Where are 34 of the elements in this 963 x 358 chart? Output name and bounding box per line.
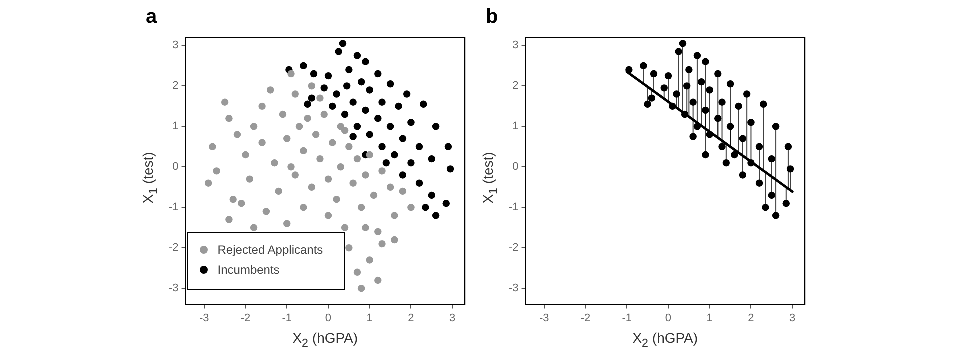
x-tick-label: 3: [790, 312, 796, 324]
x-tick-label: 0: [325, 312, 332, 324]
y-tick-label: 3: [512, 40, 519, 52]
y-tick-label: -1: [169, 202, 179, 214]
legend-label: Incumbents: [218, 262, 280, 277]
x-tick-label: -1: [282, 312, 292, 324]
y-tick-label: 1: [172, 120, 179, 133]
x-tick-label: 2: [748, 312, 754, 324]
chart-title: b: [486, 6, 498, 29]
y-tick-label: 1: [512, 120, 519, 133]
x-tick-label: -2: [580, 312, 591, 324]
x-tick-label: 3: [450, 312, 456, 324]
x-tick-label: -3: [540, 312, 550, 324]
y-tick-label: -2: [509, 242, 519, 254]
y-tick-label: -3: [169, 282, 179, 295]
x-axis-title: X$_{2}$ (hGPA): [632, 330, 698, 350]
legend-label: Rejected Applicants: [218, 242, 324, 257]
x-axis-title: X$_{2}$ (hGPA): [292, 330, 358, 350]
y-tick-label: -2: [169, 242, 179, 254]
y-tick-label: 2: [512, 80, 519, 92]
x-tick-label: 2: [408, 312, 414, 324]
x-tick-label: 1: [366, 312, 373, 324]
y-tick-label: 2: [172, 80, 179, 92]
y-tick-label: 0: [512, 161, 519, 174]
x-tick-label: 1: [706, 312, 713, 324]
y-tick-label: 0: [172, 161, 179, 174]
y-tick-label: -3: [509, 282, 519, 295]
y-tick-label: 3: [172, 40, 179, 52]
x-tick-label: -3: [200, 312, 210, 324]
y-tick-label: -1: [509, 202, 519, 214]
x-tick-label: -1: [622, 312, 632, 324]
chart-title: a: [146, 6, 158, 29]
x-tick-label: -2: [240, 312, 251, 324]
x-tick-label: 0: [665, 312, 672, 324]
